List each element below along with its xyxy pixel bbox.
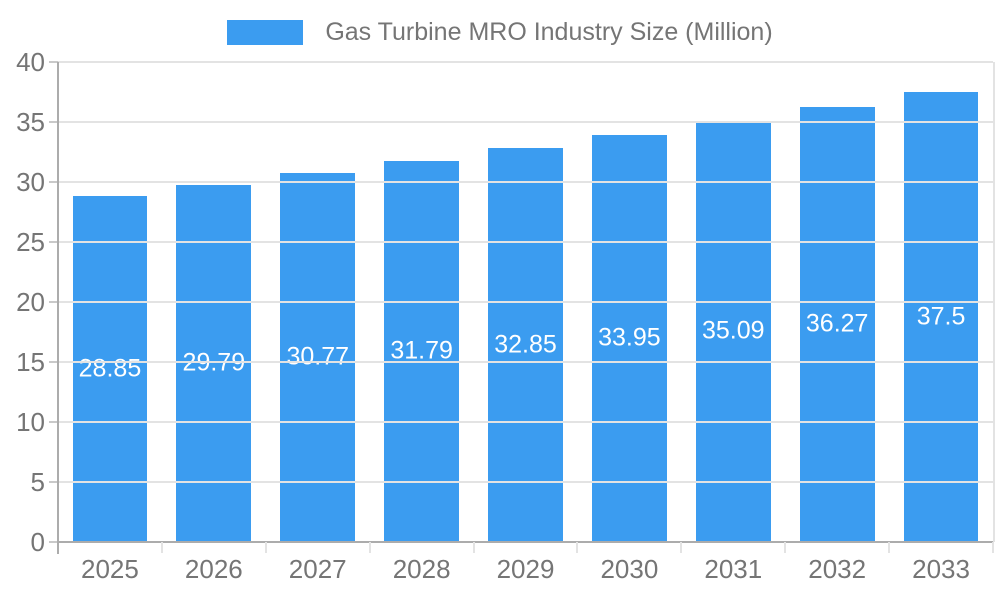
y-axis-tick (49, 421, 58, 423)
bars-container: 28.85 29.79 30.77 31.79 32.85 33.95 35.09 36.27… (58, 62, 993, 542)
x-axis-tick (472, 542, 475, 553)
x-axis-tick (784, 542, 787, 553)
y-axis-tick (49, 241, 58, 243)
x-axis-category-label: 2026 (184, 554, 243, 584)
bar-2032: 36.27 (799, 106, 875, 542)
bar-value-label: 37.5 (916, 302, 966, 331)
x-axis-labels: 2025 2026 2027 2028 2029 2030 2031 2032 2033 (58, 554, 993, 588)
bar-value-label: 29.79 (182, 348, 246, 377)
bar-2026: 29.79 (176, 184, 252, 542)
bar-2025: 28.85 (72, 195, 148, 542)
x-axis-tick (888, 542, 891, 553)
bar-2029: 32.85 (488, 147, 563, 542)
x-axis-tick (992, 542, 994, 553)
x-axis-tick (576, 542, 579, 553)
bar-2033: 37.5 (903, 92, 979, 542)
x-axis-category-label: 2027 (288, 554, 347, 584)
y-axis-tick-label: 35 (16, 107, 45, 137)
x-axis-tick (264, 542, 267, 553)
plot-area: 28.85 29.79 30.77 31.79 32.85 33.95 35.09 36.27… (49, 61, 995, 553)
y-axis-tick (49, 61, 58, 63)
bar-2031: 35.09 (695, 120, 771, 542)
gridline (58, 61, 993, 63)
bar-value-label: 30.77 (286, 342, 349, 371)
bar-band: 30.77 (266, 62, 370, 542)
bar-value-label: 32.85 (494, 330, 557, 359)
y-axis-tick (49, 301, 58, 303)
legend[interactable]: Gas Turbine MRO Industry Size (Million) (0, 18, 1000, 47)
y-axis-tick-label: 15 (16, 347, 45, 377)
bar-2027: 30.77 (280, 172, 356, 542)
x-axis-category-label: 2031 (704, 554, 763, 584)
bar-band: 36.27 (785, 62, 889, 542)
x-axis-category-label: 2032 (808, 554, 867, 584)
bar-band: 31.79 (370, 62, 474, 542)
y-axis-tick (49, 121, 58, 123)
x-axis-tick (368, 542, 371, 553)
gridline (58, 121, 993, 123)
y-axis-tick-label: 30 (16, 167, 45, 197)
bar-band: 37.5 (889, 62, 993, 542)
x-axis-line (58, 541, 993, 543)
y-axis-tick-label: 25 (16, 227, 45, 257)
y-axis-tick (49, 541, 58, 543)
x-axis-category-label: 2033 (912, 554, 970, 584)
y-axis-tick-label: 40 (16, 47, 45, 77)
bar-value-label: 33.95 (598, 323, 661, 352)
y-axis-line (57, 62, 59, 554)
gridline (58, 241, 993, 243)
x-axis-category-label: 2029 (496, 554, 555, 584)
y-axis-tick-label: 5 (30, 467, 45, 497)
bar-value-label: 35.09 (702, 316, 765, 345)
gridline (58, 301, 993, 303)
bar-value-label: 36.27 (805, 309, 869, 338)
x-axis-category-label: 2030 (600, 554, 659, 584)
y-axis-tick (49, 481, 58, 483)
y-axis-tick-label: 20 (16, 287, 45, 317)
x-axis-tick (160, 542, 163, 553)
gridline (58, 181, 993, 183)
plot-right-border (993, 62, 995, 542)
y-axis-tick (49, 361, 58, 363)
bar-band: 33.95 (577, 62, 681, 542)
legend-swatch (227, 20, 304, 45)
y-axis-tick-label: 0 (30, 527, 45, 557)
x-axis-category-label: 2025 (81, 554, 139, 584)
bar-band: 28.85 (58, 62, 162, 542)
bar-value-label: 28.85 (78, 354, 142, 383)
bar-band: 32.85 (474, 62, 578, 542)
y-axis-tick (49, 181, 58, 183)
bar-value-label: 31.79 (390, 336, 453, 365)
gridline (58, 361, 993, 363)
bar-2030: 33.95 (592, 134, 667, 542)
x-axis-category-label: 2028 (392, 554, 451, 584)
legend-label: Gas Turbine MRO Industry Size (Million) (325, 18, 773, 46)
gridline (58, 421, 993, 423)
gridline (58, 481, 993, 483)
bar-2028: 31.79 (384, 160, 460, 542)
x-axis-tick (680, 542, 683, 553)
y-axis-tick-label: 10 (16, 407, 45, 437)
bar-band: 35.09 (681, 62, 785, 542)
y-axis-labels: 0 5 10 15 20 25 30 35 40 (0, 49, 45, 555)
